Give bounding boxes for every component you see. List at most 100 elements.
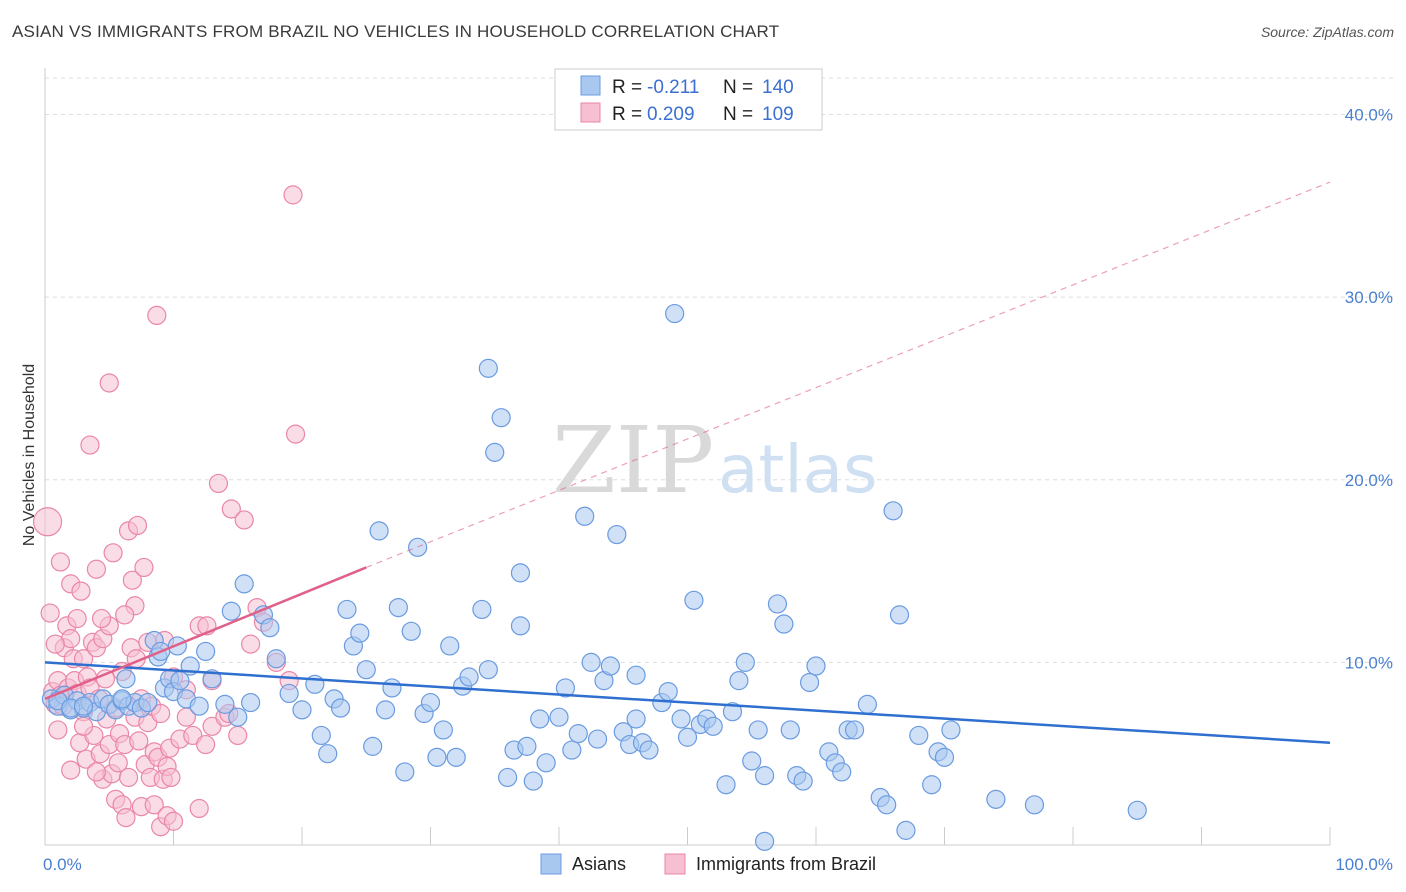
- brazil-point-98: [48, 720, 68, 740]
- y-tick-label-0: 10.0%: [1345, 653, 1393, 672]
- legend-swatch-asians: [580, 75, 601, 96]
- asian-point-72: [491, 408, 511, 428]
- brazil-point-91: [241, 634, 261, 654]
- asian-point-70: [478, 660, 498, 680]
- asian-point-57: [388, 597, 408, 618]
- asian-point-69: [472, 599, 492, 620]
- x-tick-label-1: 100.0%: [1335, 855, 1393, 874]
- bottom-legend-label-asians: Asians: [572, 854, 626, 874]
- legend-r-value-asians: -0.211: [647, 77, 699, 98]
- asian-point-54: [369, 521, 389, 541]
- brazil-point-102: [50, 552, 71, 572]
- asian-point-116: [799, 672, 820, 693]
- asian-point-71: [485, 442, 505, 462]
- legend-n-label-asians: N =: [723, 77, 753, 98]
- asian-point-75: [510, 563, 531, 583]
- trend-line-asians: [44, 661, 1331, 744]
- asian-point-66: [446, 747, 466, 767]
- asian-point-48: [330, 698, 351, 718]
- asian-point-52: [356, 660, 376, 680]
- legend-n-value-brazil: 109: [762, 104, 794, 125]
- trend-lines: [44, 181, 1331, 744]
- asian-point-113: [780, 720, 800, 740]
- asian-point-97: [665, 303, 685, 324]
- brazil-point-67: [151, 703, 171, 724]
- asian-point-111: [767, 594, 788, 614]
- bottom-legend: Asians Immigrants from Brazil: [540, 853, 876, 875]
- brazil-point-57: [134, 557, 154, 578]
- asian-point-136: [1127, 800, 1147, 820]
- asian-point-19: [112, 689, 132, 709]
- brazil-point-82: [189, 798, 209, 819]
- bottom-legend-swatch-asians: [540, 853, 562, 875]
- brazil-point-19: [73, 649, 94, 669]
- y-tick-label-3: 40.0%: [1345, 106, 1393, 125]
- asian-point-120: [832, 762, 852, 782]
- asian-point-65: [440, 636, 460, 656]
- asian-point-31: [189, 696, 209, 716]
- asian-point-58: [395, 762, 415, 782]
- brazil-point-74: [161, 767, 181, 788]
- brazil-point-65: [147, 305, 167, 326]
- brazil-point-64: [144, 795, 164, 815]
- asian-point-135: [1024, 795, 1045, 815]
- asian-point-107: [735, 652, 755, 672]
- asian-point-110: [754, 766, 775, 786]
- asian-point-103: [703, 716, 723, 736]
- trend-line-brazil: [44, 566, 367, 701]
- asian-point-36: [228, 707, 248, 727]
- asian-point-112: [774, 614, 794, 634]
- series-asians: [41, 303, 1147, 851]
- brazil-point-100: [73, 716, 94, 736]
- asian-point-43: [292, 700, 312, 720]
- brazil-point-48: [118, 767, 139, 788]
- series-immigrants-from-brazil: [32, 185, 306, 837]
- brazil-point-107: [91, 608, 112, 629]
- brazil-point-76: [163, 811, 184, 831]
- brazil-point-41: [108, 753, 128, 773]
- legend-box: R = -0.211 N = 140 R = 0.209 N = 109: [554, 68, 823, 131]
- asian-point-32: [196, 641, 216, 662]
- asian-point-79: [536, 753, 556, 773]
- asian-point-53: [363, 736, 383, 756]
- brazil-point-96: [285, 424, 306, 444]
- brazil-point-90: [234, 510, 254, 530]
- brazil-point-89: [228, 725, 248, 746]
- brazil-point-88: [221, 499, 241, 519]
- gridlines: [45, 77, 1395, 663]
- asian-point-82: [562, 740, 582, 760]
- asian-point-137: [754, 831, 775, 851]
- asian-point-85: [581, 652, 601, 672]
- bottom-legend-label-brazil: Immigrants from Brazil: [696, 854, 876, 874]
- asian-point-41: [266, 649, 286, 669]
- asian-point-80: [549, 707, 569, 727]
- asian-point-64: [433, 720, 453, 740]
- legend-n-label-brazil: N =: [723, 104, 753, 125]
- asian-point-117: [806, 656, 826, 676]
- asian-point-130: [922, 775, 942, 795]
- brazil-point-14: [67, 608, 87, 629]
- asian-point-83: [568, 724, 588, 744]
- asian-point-108: [742, 751, 762, 771]
- brazil-point-53: [127, 515, 148, 536]
- bottom-legend-swatch-brazil: [664, 853, 686, 875]
- x-tick-labels: 0.0% 100.0%: [43, 855, 1393, 874]
- brazil-point-46: [116, 808, 136, 828]
- asian-point-96: [658, 681, 678, 702]
- asian-point-45: [311, 725, 331, 746]
- asian-point-89: [607, 524, 627, 545]
- asian-point-126: [883, 501, 903, 521]
- brazil-point-17: [71, 581, 91, 601]
- legend-swatch-brazil: [580, 102, 601, 123]
- brazil-point-26: [86, 559, 107, 579]
- asian-point-73: [498, 767, 518, 788]
- asian-point-106: [729, 671, 749, 691]
- y-axis-label: No Vehicles in Household: [21, 364, 38, 546]
- asian-point-68: [459, 667, 479, 687]
- y-tick-label-2: 30.0%: [1345, 288, 1393, 307]
- asian-point-46: [318, 744, 338, 764]
- asian-point-38: [241, 692, 261, 713]
- trend-line-brazil-extension: [366, 181, 1331, 568]
- asian-point-104: [716, 775, 736, 795]
- asian-point-115: [793, 771, 813, 791]
